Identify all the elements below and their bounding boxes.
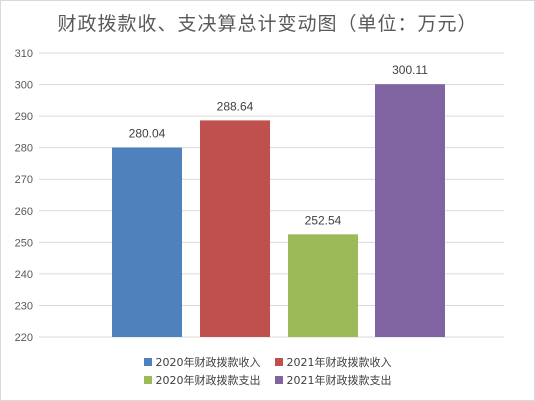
legend-row-2: 2020年财政拨款支出 2021年财政拨款支出 xyxy=(1,371,534,389)
legend-label-2020-expense: 2020年财政拨款支出 xyxy=(155,374,261,387)
y-tick-label: 240 xyxy=(15,269,33,281)
data-label: 288.64 xyxy=(217,99,254,113)
bar xyxy=(200,120,270,337)
legend-swatch-2021-expense xyxy=(274,376,283,384)
legend-swatch-2020-expense xyxy=(143,376,152,384)
y-tick-label: 250 xyxy=(15,237,33,249)
data-label: 252.54 xyxy=(305,213,342,227)
bar xyxy=(375,84,445,338)
legend-item-2021-expense: 2021年财政拨款支出 xyxy=(274,372,392,388)
legend-item-2020-income: 2020年财政拨款收入 xyxy=(143,354,261,370)
y-tick-label: 290 xyxy=(15,111,33,123)
legend-item-2020-expense: 2020年财政拨款支出 xyxy=(143,372,261,388)
data-label: 280.04 xyxy=(129,127,166,141)
y-tick-label: 260 xyxy=(15,206,33,218)
legend-swatch-2021-income xyxy=(274,358,283,366)
y-tick-label: 220 xyxy=(15,332,33,344)
chart-legend: 2020年财政拨款收入 2021年财政拨款收入 2020年财政拨款支出 2021… xyxy=(1,353,534,389)
y-tick-label: 230 xyxy=(15,300,33,312)
y-tick-label: 310 xyxy=(15,48,33,60)
legend-swatch-2020-income xyxy=(143,358,152,366)
legend-label-2020-income: 2020年财政拨款收入 xyxy=(155,356,261,369)
legend-item-2021-income: 2021年财政拨款收入 xyxy=(274,354,392,370)
legend-label-2021-expense: 2021年财政拨款支出 xyxy=(286,374,392,387)
bar xyxy=(288,234,358,337)
data-label: 300.11 xyxy=(392,63,428,77)
y-tick-label: 270 xyxy=(15,174,33,186)
legend-label-2021-income: 2021年财政拨款收入 xyxy=(286,356,392,369)
y-tick-label: 300 xyxy=(15,80,33,92)
y-tick-label: 280 xyxy=(15,143,33,155)
legend-row-1: 2020年财政拨款收入 2021年财政拨款收入 xyxy=(1,353,534,371)
bar xyxy=(112,147,182,337)
chart-title: 财政拨款收、支决算总计变动图（单位：万元） xyxy=(57,13,478,35)
